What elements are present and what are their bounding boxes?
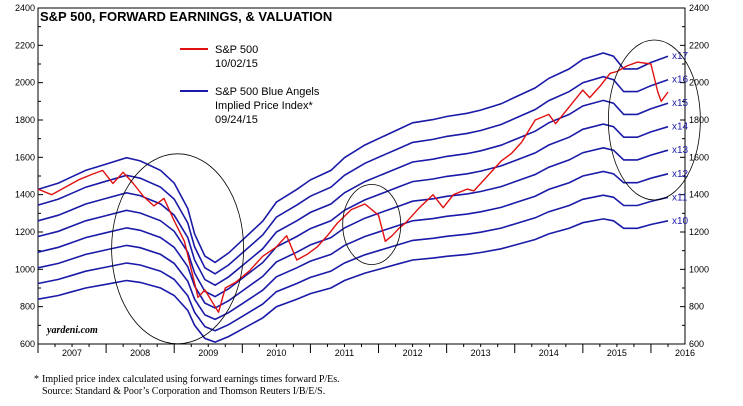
y-tick-label-left: 1000: [15, 264, 35, 274]
band-label-x11: x11: [672, 192, 688, 203]
y-tick-label-right: 2200: [689, 40, 709, 50]
y-tick-label-right: 1800: [689, 115, 709, 125]
highlight-ovals: [111, 39, 701, 345]
x-tick-label: 2009: [198, 348, 218, 358]
band-label-x14: x14: [672, 122, 689, 133]
legend-label-sp500: S&P 500: [215, 44, 258, 56]
chart-title: S&P 500, FORWARD EARNINGS, & VALUATION: [40, 9, 332, 24]
right-y-axis: 600 800 1000 1200 1400 1600 1800 2000 2200 2400: [680, 3, 709, 349]
blue-angel-band-x15: [37, 99, 669, 287]
watermark-yardeni: yardeni.com: [46, 325, 98, 336]
y-tick-label-right: 1600: [689, 152, 709, 162]
blue-angel-band-x14: [37, 123, 669, 298]
y-tick-label-right: 1200: [689, 227, 709, 237]
x-tick-label: 2010: [266, 348, 286, 358]
oval-2011-dip: [342, 184, 402, 265]
x-tick-label: 2016: [675, 348, 695, 358]
y-tick-label-right: 2000: [689, 78, 709, 88]
band-label-x15: x15: [672, 98, 689, 109]
x-tick-label: 2012: [403, 348, 423, 358]
y-tick-label-left: 2200: [15, 40, 35, 50]
x-tick-label: 2011: [335, 348, 354, 358]
blue-angel-band-x13: [37, 146, 669, 309]
plot-area: x10 x11 x12 x13 x14 x15 x16 x17: [37, 7, 689, 345]
oval-2008-crash: [111, 153, 245, 345]
plot-frame: [37, 7, 686, 345]
left-y-axis: 600 800 1000 1200 1400 1600 1800 2000 2200 2400: [15, 3, 43, 349]
y-tick-label-right: 600: [689, 339, 704, 349]
band-label-x10: x10: [672, 216, 689, 227]
y-tick-label-left: 600: [20, 339, 35, 349]
legend-date-blue-angels: 09/24/15: [215, 114, 258, 126]
blue-angel-band-x11: [37, 194, 669, 332]
y-tick-label-right: 1000: [689, 264, 709, 274]
y-tick-label-left: 1800: [15, 115, 35, 125]
y-tick-label-left: 2400: [15, 3, 35, 13]
band-label-x16: x16: [672, 75, 689, 86]
legend-date-sp500: 10/02/15: [215, 58, 258, 70]
blue-angel-band-x17: [37, 52, 669, 264]
y-tick-label-left: 1200: [15, 227, 35, 237]
band-label-x13: x13: [672, 145, 689, 156]
y-tick-label-right: 1400: [689, 190, 709, 200]
y-tick-label-left: 1400: [15, 190, 35, 200]
band-label-x17: x17: [672, 51, 689, 62]
footnote-line-2: Source: Standard & Poor’s Corporation an…: [42, 386, 325, 397]
x-tick-label: 2015: [607, 348, 627, 358]
legend-sublabel-blue-angels: Implied Price Index*: [215, 100, 314, 112]
y-tick-label-right: 2400: [689, 3, 709, 13]
y-tick-label-left: 1600: [15, 152, 35, 162]
x-tick-label: 2008: [130, 348, 150, 358]
legend-label-blue-angels: S&P 500 Blue Angels: [215, 86, 320, 98]
y-tick-label-left: 800: [20, 302, 35, 312]
oval-2015: [607, 39, 701, 201]
sp500-line: [37, 61, 669, 313]
x-tick-label: 2014: [539, 348, 559, 358]
x-axis: 2007 2008 2009 2010 2011 2012 2013 2014 2015 2016: [37, 344, 695, 358]
blue-angel-band-x12: [37, 170, 669, 321]
y-tick-label-left: 2000: [15, 78, 35, 88]
x-tick-label: 2013: [471, 348, 491, 358]
blue-angel-band-x10: [37, 218, 669, 343]
x-tick-label: 2007: [62, 348, 82, 358]
footnote-line-1: Implied price index calculated using for…: [42, 374, 340, 385]
y-tick-label-right: 800: [689, 302, 704, 312]
footnote-star: *: [34, 374, 39, 385]
blue-angel-band-x16: [37, 75, 669, 275]
band-label-x12: x12: [672, 169, 689, 180]
legend: S&P 500 10/02/15 S&P 500 Blue Angels Imp…: [180, 44, 320, 126]
